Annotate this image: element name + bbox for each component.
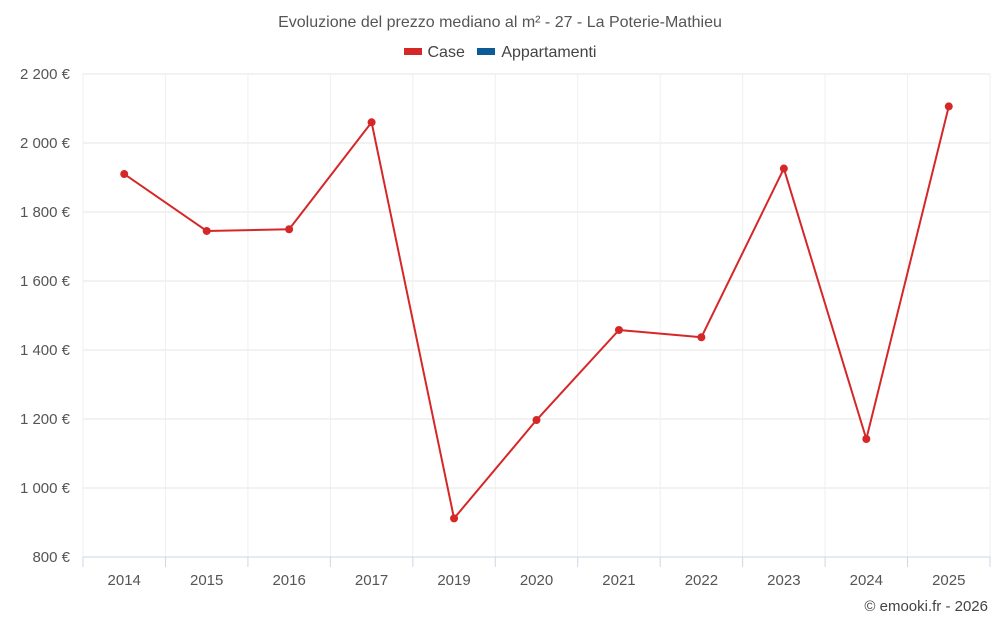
y-tick-label: 1 200 €: [20, 411, 71, 428]
x-tick-label: 2020: [520, 572, 553, 589]
data-point: [120, 170, 129, 179]
chart-title: Evoluzione del prezzo mediano al m² - 27…: [278, 14, 722, 31]
y-tick-label: 2 000 €: [20, 135, 71, 152]
x-tick-label: 2024: [850, 572, 883, 589]
data-point: [202, 226, 211, 235]
x-tick-label: 2019: [437, 572, 470, 589]
data-point: [450, 514, 459, 523]
chart-credit: © emooki.fr - 2026: [864, 598, 988, 615]
chart-legend: Case Appartamenti: [0, 44, 1000, 62]
y-tick-label: 1 000 €: [20, 480, 71, 497]
y-tick-label: 1 800 €: [20, 204, 71, 221]
legend-item-case[interactable]: Case: [403, 44, 465, 62]
x-tick-label: 2015: [190, 572, 223, 589]
data-point: [614, 325, 623, 334]
legend-item-appartamenti[interactable]: Appartamenti: [477, 44, 596, 62]
data-point: [862, 435, 871, 444]
legend-swatch-appartamenti: [477, 48, 496, 56]
y-tick-label: 1 400 €: [20, 342, 71, 359]
x-tick-label: 2014: [108, 572, 141, 589]
x-tick-label: 2022: [685, 572, 718, 589]
data-point: [944, 102, 953, 111]
x-tick-label: 2025: [932, 572, 965, 589]
x-tick-label: 2021: [602, 572, 635, 589]
data-point: [367, 118, 376, 127]
legend-label-case: Case: [427, 44, 465, 61]
x-tick-label: 2023: [767, 572, 800, 589]
legend-label-appartamenti: Appartamenti: [501, 44, 597, 61]
x-tick-label: 2016: [272, 572, 305, 589]
data-point: [697, 333, 706, 342]
y-tick-label: 800 €: [32, 549, 70, 566]
x-tick-label: 2017: [355, 572, 388, 589]
y-tick-label: 2 200 €: [20, 66, 71, 83]
legend-swatch-case: [403, 48, 422, 56]
data-point: [779, 164, 788, 173]
y-tick-label: 1 600 €: [20, 273, 71, 290]
data-point: [532, 416, 541, 425]
data-point: [285, 225, 294, 234]
